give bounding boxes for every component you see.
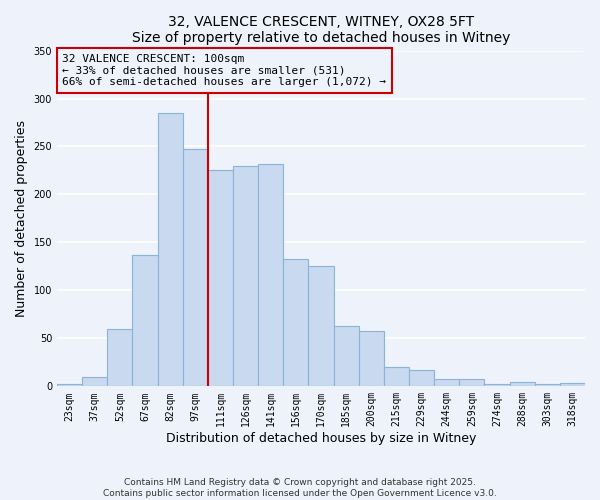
Bar [57, 384, 82, 386]
Bar [82, 376, 107, 386]
Bar [107, 329, 133, 386]
Bar [183, 150, 208, 386]
Y-axis label: Number of detached properties: Number of detached properties [15, 120, 28, 317]
Bar [560, 384, 585, 386]
Bar [384, 367, 409, 386]
Bar [509, 382, 535, 386]
Bar [283, 258, 308, 386]
Bar [133, 255, 158, 386]
Bar [334, 326, 359, 386]
Bar [158, 113, 183, 386]
Title: 32, VALENCE CRESCENT, WITNEY, OX28 5FT
Size of property relative to detached hou: 32, VALENCE CRESCENT, WITNEY, OX28 5FT S… [132, 15, 510, 45]
Bar [308, 266, 334, 386]
X-axis label: Distribution of detached houses by size in Witney: Distribution of detached houses by size … [166, 432, 476, 445]
Text: Contains HM Land Registry data © Crown copyright and database right 2025.
Contai: Contains HM Land Registry data © Crown c… [103, 478, 497, 498]
Bar [434, 378, 459, 386]
Bar [459, 378, 484, 386]
Bar [233, 166, 258, 386]
Bar [359, 330, 384, 386]
Text: 32 VALENCE CRESCENT: 100sqm
← 33% of detached houses are smaller (531)
66% of se: 32 VALENCE CRESCENT: 100sqm ← 33% of det… [62, 54, 386, 87]
Bar [208, 170, 233, 386]
Bar [409, 370, 434, 386]
Bar [484, 384, 509, 386]
Bar [535, 384, 560, 386]
Bar [258, 164, 283, 386]
